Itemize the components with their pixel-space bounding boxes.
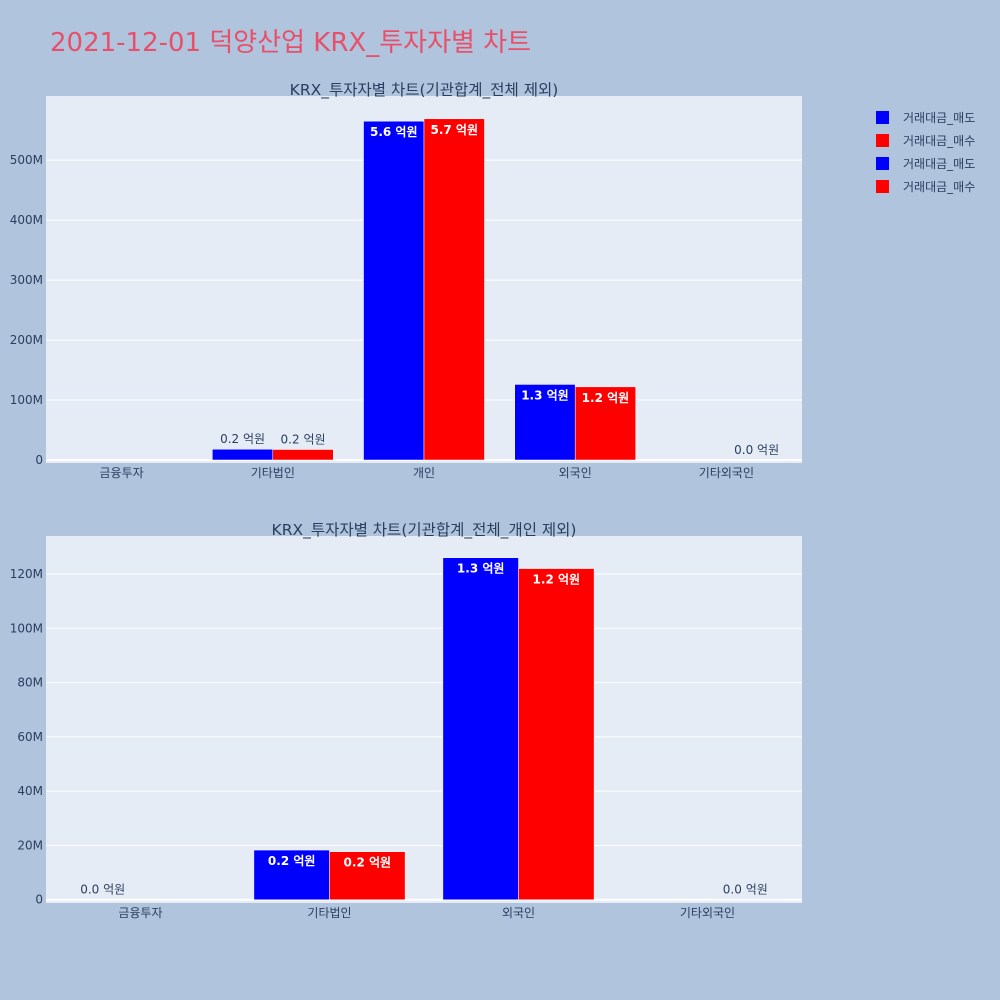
y-tick-label: 60M xyxy=(17,730,43,744)
y-tick-label: 80M xyxy=(17,676,43,690)
y-tick-label: 400M xyxy=(10,213,43,227)
y-tick-label: 500M xyxy=(10,153,43,167)
data-label: 1.3 억원 xyxy=(457,562,505,576)
x-tick-label: 금융투자 xyxy=(100,466,144,480)
bar-buy xyxy=(272,449,334,461)
x-tick-label: 기타외국인 xyxy=(680,906,735,920)
legend-label: 거래대금_매수 xyxy=(903,180,976,194)
legend-item-sell[interactable]: 거래대금_매도 xyxy=(876,106,975,129)
data-label: 1.2 억원 xyxy=(533,573,581,587)
bar-buy xyxy=(423,118,485,461)
chart-title: KRX_투자자별 차트(기관합계_전체_개인 제외) xyxy=(272,521,577,540)
y-tick-label: 20M xyxy=(17,838,43,852)
chart-panel-1: 0 100M 200M 300M 400M 500M KRX_투자자별 차트(기관합계_전체… xyxy=(10,81,802,480)
x-tick-label: 기타법인 xyxy=(307,906,351,920)
page-title: 2021-12-01 덕양산업 KRX_투자자별 차트 xyxy=(50,28,532,58)
data-label: 0.0 억원 xyxy=(80,883,125,897)
y-tick-label: 100M xyxy=(10,621,43,635)
data-label: 5.6 억원 xyxy=(370,125,418,139)
bar-sell xyxy=(253,849,330,900)
x-tick-label: 기타외국인 xyxy=(699,466,754,480)
legend-swatch-icon xyxy=(876,157,889,170)
legend-swatch-icon xyxy=(876,134,889,147)
data-label: 5.7 억원 xyxy=(430,123,478,137)
data-label: 1.2 억원 xyxy=(582,391,630,405)
data-label: 1.3 억원 xyxy=(521,388,569,402)
y-tick-label: 100M xyxy=(10,393,43,407)
data-label: 0.2 억원 xyxy=(281,433,326,447)
bar-buy xyxy=(329,851,406,900)
legend-swatch-icon xyxy=(876,111,889,124)
legend[interactable]: 거래대금_매도 거래대금_매수 거래대금_매도 거래대금_매수 xyxy=(876,106,975,198)
x-tick-label: 기타법인 xyxy=(251,466,295,480)
legend-label: 거래대금_매도 xyxy=(903,111,976,125)
x-tick-label: 개인 xyxy=(413,466,435,480)
legend-label: 거래대금_매도 xyxy=(903,157,976,171)
data-label: 0.2 억원 xyxy=(344,856,392,870)
bar-buy xyxy=(574,386,636,461)
plot-area xyxy=(46,536,802,903)
bar-sell xyxy=(363,120,425,461)
legend-item-buy[interactable]: 거래대금_매수 xyxy=(876,129,975,152)
bar-sell xyxy=(212,448,274,461)
data-label: 0.0 억원 xyxy=(734,443,779,457)
x-tick-label: 외국인 xyxy=(502,906,535,920)
y-tick-label: 0 xyxy=(35,893,43,907)
data-label: 0.0 억원 xyxy=(723,882,768,896)
legend-swatch-icon xyxy=(876,180,889,193)
bar-sell xyxy=(514,384,576,461)
y-tick-label: 300M xyxy=(10,273,43,287)
bar-sell xyxy=(442,557,519,900)
data-label: 0.2 억원 xyxy=(268,854,316,868)
data-label: 0.2 억원 xyxy=(220,432,265,446)
y-tick-label: 120M xyxy=(10,567,43,581)
x-tick-label: 외국인 xyxy=(559,466,592,480)
legend-label: 거래대금_매수 xyxy=(903,134,976,148)
y-tick-label: 200M xyxy=(10,333,43,347)
chart-panel-2: 0 20M 40M 60M 80M 100M 120M KRX_투자자별 차트(기관합계_전체… xyxy=(10,521,802,920)
x-tick-label: 금융투자 xyxy=(118,906,162,920)
bar-buy xyxy=(518,568,595,900)
legend-item-sell-2[interactable]: 거래대금_매도 xyxy=(876,152,975,175)
legend-item-buy-2[interactable]: 거래대금_매수 xyxy=(876,175,975,198)
y-tick-label: 0 xyxy=(35,453,43,467)
chart-title: KRX_투자자별 차트(기관합계_전체 제외) xyxy=(290,81,559,100)
y-tick-label: 40M xyxy=(17,784,43,798)
